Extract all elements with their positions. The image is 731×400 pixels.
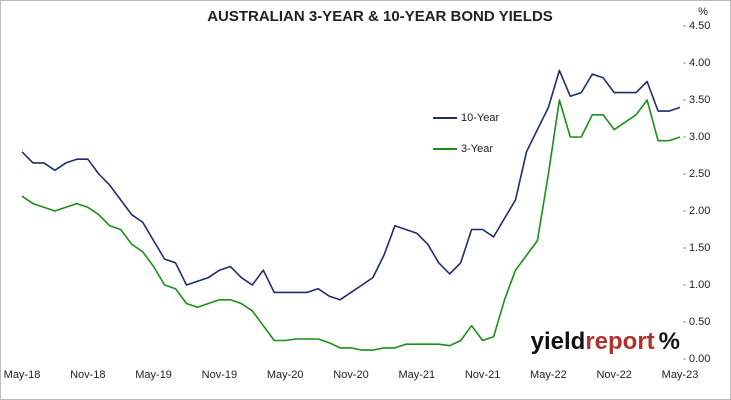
y-tick-label: 2.00 — [689, 205, 710, 217]
watermark-part: yield — [531, 328, 586, 355]
x-tick-label: May-20 — [267, 369, 304, 381]
x-tick-label: May-18 — [4, 369, 41, 381]
y-tick-label: 1.50 — [689, 242, 710, 254]
y-tick-label: 4.50 — [689, 20, 710, 32]
x-tick-label: Nov-21 — [465, 369, 500, 381]
y-unit: % — [698, 6, 708, 18]
watermark-part: report — [585, 328, 654, 355]
legend-label: 3-Year — [461, 143, 493, 155]
y-tick-label: 0.50 — [689, 316, 710, 328]
watermark: yieldreport% — [531, 328, 680, 355]
y-tick-label: 3.00 — [689, 131, 710, 143]
x-tick-label: Nov-22 — [596, 369, 631, 381]
x-tick-label: Nov-18 — [70, 369, 105, 381]
x-tick-label: May-19 — [135, 369, 172, 381]
watermark-part: % — [659, 328, 680, 355]
x-tick-label: May-22 — [530, 369, 567, 381]
x-tick-label: Nov-20 — [333, 369, 368, 381]
x-tick-label: May-23 — [662, 369, 699, 381]
legend-label: 10-Year — [461, 112, 499, 124]
y-tick-label: 0.00 — [689, 353, 710, 365]
y-tick-label: 4.00 — [689, 57, 710, 69]
y-tick-label: 1.00 — [689, 279, 710, 291]
series-line — [21, 69, 681, 301]
x-tick-label: May-21 — [398, 369, 435, 381]
x-tick-label: Nov-19 — [202, 369, 237, 381]
y-tick-label: 2.50 — [689, 168, 710, 180]
chart-title: AUSTRALIAN 3-YEAR & 10-YEAR BOND YIELDS — [207, 8, 553, 25]
series-line — [21, 99, 681, 351]
y-tick-label: 3.50 — [689, 94, 710, 106]
